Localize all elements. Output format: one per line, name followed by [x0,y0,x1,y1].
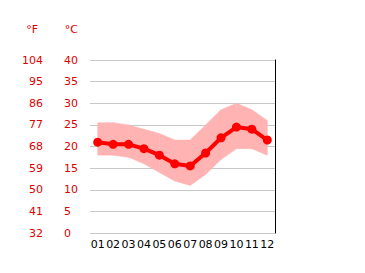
svg-text:104: 104 [22,54,43,67]
svg-text:30: 30 [64,97,78,110]
svg-text:01: 01 [91,238,105,251]
svg-text:03: 03 [122,238,136,251]
svg-text:0: 0 [64,227,71,240]
svg-text:5: 5 [64,205,71,218]
svg-text:10: 10 [229,238,243,251]
svg-text:°C: °C [65,23,79,36]
svg-text:68: 68 [29,140,43,153]
svg-text:32: 32 [29,227,43,240]
svg-text:12: 12 [260,238,274,251]
svg-text:02: 02 [106,238,120,251]
svg-text:11: 11 [245,238,259,251]
svg-text:25: 25 [64,118,78,131]
svg-text:77: 77 [29,118,43,131]
svg-text:15: 15 [64,162,78,175]
svg-text:41: 41 [29,205,43,218]
svg-text:86: 86 [29,97,43,110]
svg-text:10: 10 [64,183,78,196]
svg-text:04: 04 [137,238,151,251]
svg-text:95: 95 [29,75,43,88]
svg-text:06: 06 [168,238,182,251]
svg-text:35: 35 [64,75,78,88]
svg-text:05: 05 [152,238,166,251]
svg-text:07: 07 [183,238,197,251]
svg-text:50: 50 [29,183,43,196]
svg-text:20: 20 [64,140,78,153]
svg-text:40: 40 [64,54,78,67]
svg-text:08: 08 [199,238,213,251]
svg-text:°F: °F [26,23,38,36]
svg-text:09: 09 [214,238,228,251]
svg-text:59: 59 [29,162,43,175]
